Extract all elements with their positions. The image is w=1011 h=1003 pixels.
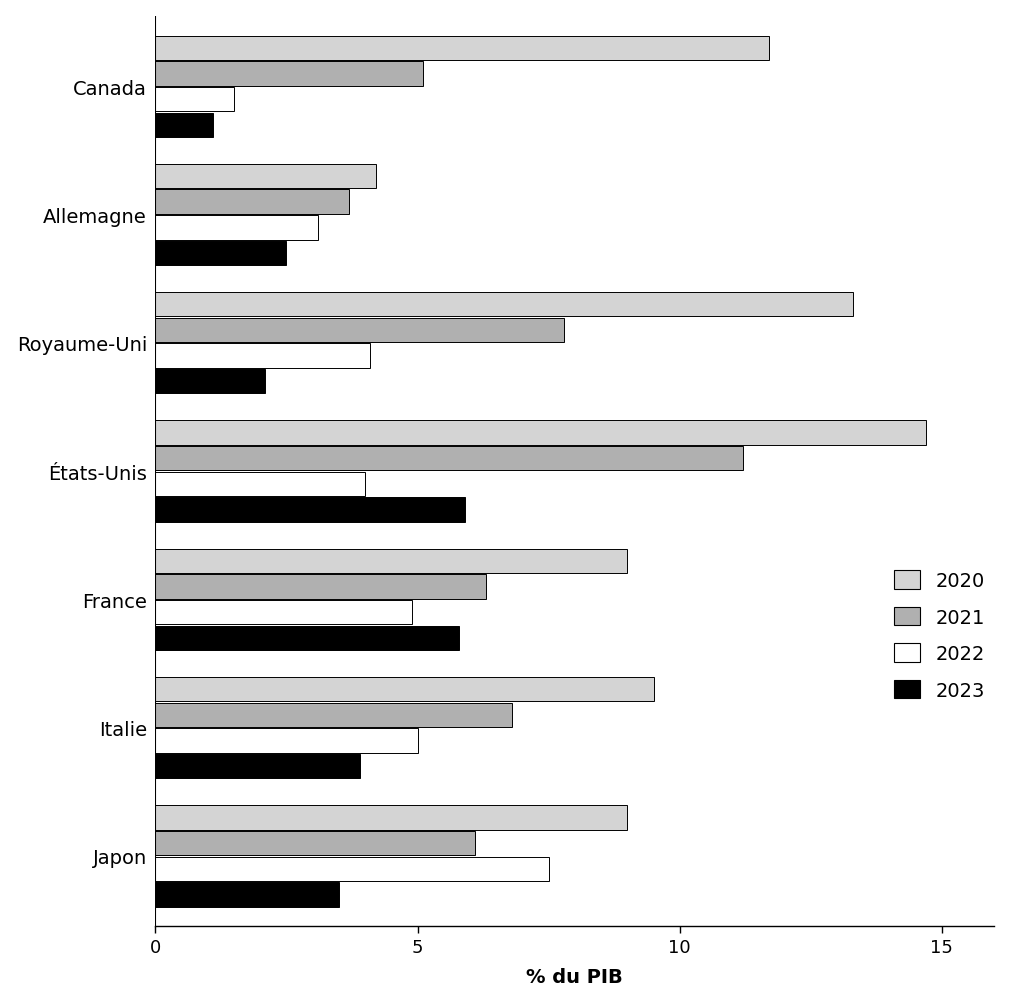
Bar (156, 677, 653, 701)
Bar (156, 216, 317, 241)
Bar (156, 318, 564, 343)
Bar (156, 446, 743, 471)
Bar (156, 703, 512, 727)
Bar (156, 472, 365, 496)
Bar (156, 626, 459, 650)
Bar (156, 191, 350, 215)
Bar (156, 857, 549, 881)
Bar (156, 601, 412, 625)
Bar (156, 370, 266, 394)
Bar (156, 242, 286, 266)
Bar (156, 421, 926, 445)
Bar (156, 62, 423, 86)
Legend: 2020, 2021, 2022, 2023: 2020, 2021, 2022, 2023 (895, 571, 985, 700)
Bar (156, 549, 627, 574)
Bar (156, 754, 360, 778)
Bar (156, 36, 768, 61)
X-axis label: % du PIB: % du PIB (527, 967, 623, 986)
Bar (156, 497, 465, 523)
Bar (156, 575, 485, 599)
Bar (156, 883, 339, 907)
Bar (156, 113, 213, 137)
Bar (156, 728, 418, 753)
Bar (156, 293, 852, 317)
Bar (156, 164, 376, 189)
Bar (156, 805, 627, 829)
Bar (156, 88, 234, 112)
Bar (156, 344, 370, 368)
Bar (156, 831, 475, 856)
